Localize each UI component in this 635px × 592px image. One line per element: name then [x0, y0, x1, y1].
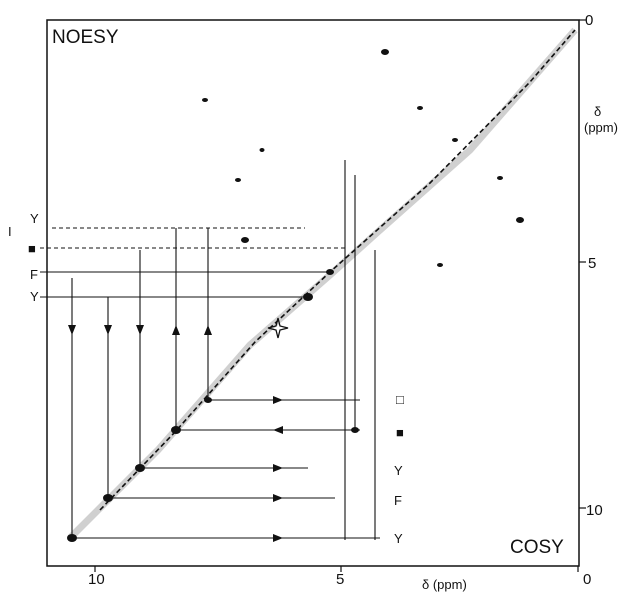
right-marker-y-1: Y: [394, 463, 403, 478]
left-marker-y-1: Y: [30, 211, 39, 226]
y-tick-5: 5: [588, 255, 596, 272]
cross-peaks: [67, 49, 524, 542]
y-axis-ppm: (ppm): [584, 120, 618, 135]
x-tick-5: 5: [336, 571, 344, 588]
x-tick-10: 10: [88, 571, 105, 588]
plot-frame: [46, 19, 580, 567]
y-axis-ticks: [579, 19, 586, 509]
left-marker-y-2: Y: [30, 289, 39, 304]
left-marker-i: I: [8, 224, 12, 239]
x-tick-0: 0: [583, 571, 591, 588]
cosy-label: COSY: [510, 537, 564, 558]
y-tick-10: 10: [586, 502, 603, 519]
left-marker-square: ■: [28, 241, 36, 256]
y-axis-delta: δ: [594, 104, 601, 119]
right-marker-square: ■: [396, 425, 404, 440]
left-marker-f: F: [30, 267, 38, 282]
connectivity-lines: [40, 160, 380, 540]
right-marker-y-2: Y: [394, 531, 403, 546]
star-marker: [267, 317, 289, 339]
noesy-label: NOESY: [52, 27, 119, 48]
x-axis-ticks: [94, 566, 579, 572]
right-marker-open-square: □: [396, 392, 404, 407]
right-marker-f: F: [394, 493, 402, 508]
x-axis-label: δ (ppm): [422, 577, 467, 592]
y-tick-0: 0: [585, 12, 593, 29]
arrowheads: [68, 325, 283, 542]
